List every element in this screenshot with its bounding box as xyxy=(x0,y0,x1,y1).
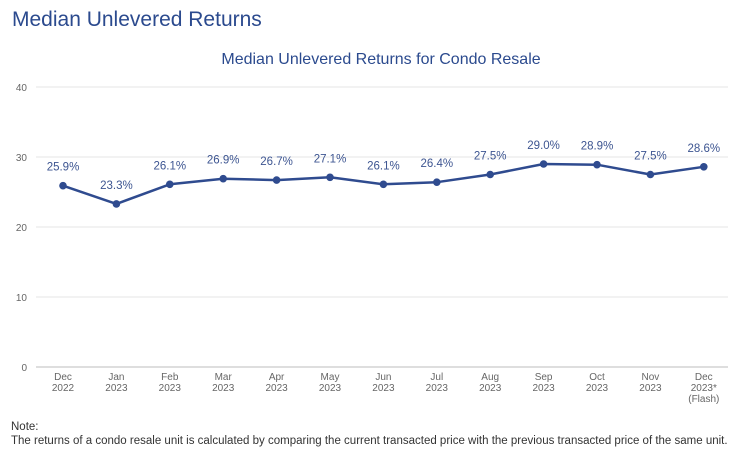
y-tick-label: 40 xyxy=(16,83,28,94)
series-layer: 25.9% 23.3% 26.1% 26.9% 26.7% 27.1% 26.1% 26.4%… xyxy=(47,140,720,208)
data-label: 28.6% xyxy=(687,143,720,155)
y-axis-ticks: 0 10 20 30 40 xyxy=(16,83,28,374)
note-label: Note: xyxy=(11,421,39,433)
data-point xyxy=(272,176,281,184)
x-tick-label: Nov 2023 xyxy=(639,372,662,394)
data-point xyxy=(593,160,601,169)
page-heading: Median Unlevered Returns xyxy=(12,8,262,31)
data-point xyxy=(326,173,334,182)
data-point xyxy=(539,160,548,168)
chart-title: Median Unlevered Returns for Condo Resal… xyxy=(221,51,540,68)
data-label: 26.4% xyxy=(420,158,453,170)
data-point xyxy=(379,180,388,189)
data-point xyxy=(219,174,227,183)
note-text: The returns of a condo resale unit is ca… xyxy=(11,435,728,447)
x-tick-label: May 2023 xyxy=(319,372,342,394)
data-label: 27.5% xyxy=(474,151,507,163)
x-tick-label: Apr 2023 xyxy=(265,372,288,394)
data-label: 27.5% xyxy=(634,151,667,163)
data-label: 27.1% xyxy=(314,153,347,165)
data-point xyxy=(646,170,655,179)
data-point xyxy=(486,170,495,179)
x-tick-label: Dec 2023* (Flash) xyxy=(688,372,719,405)
data-label: 26.9% xyxy=(207,155,240,167)
data-point xyxy=(433,178,441,186)
x-axis-ticks: Dec 2022 Jan 2023 Feb 2023 Mar 2023 Apr 2023 May 20… xyxy=(52,372,719,405)
data-point xyxy=(112,200,121,208)
data-label: 26.1% xyxy=(367,160,400,172)
x-tick-label: Dec 2022 xyxy=(52,372,75,394)
x-tick-label: Sep 2023 xyxy=(532,372,555,394)
x-tick-label: Jun 2023 xyxy=(372,372,395,394)
data-label: 25.9% xyxy=(47,162,80,174)
x-tick-label: Jul 2023 xyxy=(426,372,449,394)
data-label: 23.3% xyxy=(100,180,133,192)
data-label: 26.1% xyxy=(153,160,186,172)
y-tick-label: 10 xyxy=(16,293,28,304)
data-point xyxy=(166,180,174,189)
data-label: 28.9% xyxy=(581,141,614,153)
data-label: 26.7% xyxy=(260,156,293,168)
x-tick-label: Feb 2023 xyxy=(159,372,182,394)
x-tick-label: Oct 2023 xyxy=(586,372,609,394)
y-tick-label: 20 xyxy=(16,223,28,234)
data-point xyxy=(59,181,67,190)
chart-note: Note: The returns of a condo resale unit… xyxy=(11,420,728,448)
y-tick-label: 0 xyxy=(21,363,27,374)
gridlines xyxy=(36,86,728,368)
data-point xyxy=(700,163,708,171)
data-label: 29.0% xyxy=(527,140,560,152)
x-tick-label: Jan 2023 xyxy=(105,372,128,394)
y-tick-label: 30 xyxy=(16,153,28,164)
x-tick-label: Aug 2023 xyxy=(479,372,502,394)
x-tick-label: Mar 2023 xyxy=(212,372,235,394)
